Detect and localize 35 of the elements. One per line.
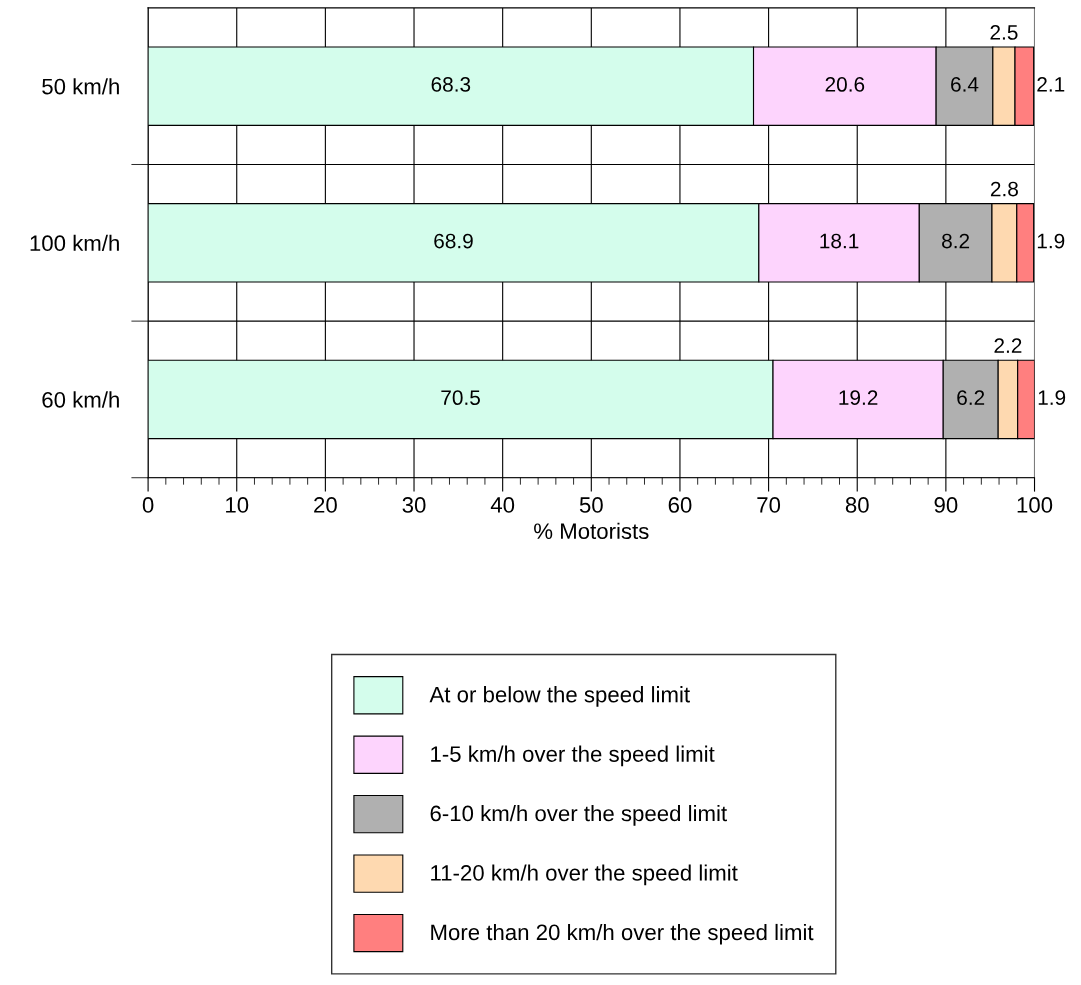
data-label: 2.1 [1037, 77, 1065, 92]
x-tick-label: 20 [314, 497, 337, 513]
x-tick-label: 40 [490, 497, 515, 513]
data-label: 2.2 [994, 338, 1022, 353]
legend-label: 6-10 km/h over the speed limit [430, 805, 727, 826]
data-label: 68.9 [434, 233, 473, 249]
data-label: 2.8 [990, 181, 1018, 197]
x-tick-label: 80 [845, 497, 869, 513]
data-label: 2.5 [990, 25, 1018, 40]
x-tick-label: 10 [226, 497, 249, 513]
data-label: 70.5 [441, 390, 480, 406]
x-tick-label: 50 [579, 497, 603, 513]
data-label: 6.2 [957, 390, 985, 406]
x-tick-label: 0 [142, 497, 154, 513]
data-label: 8.2 [942, 233, 970, 249]
legend-label: 1-5 km/h over the speed limit [431, 745, 715, 767]
y-tick-label: 60 km/h [42, 391, 119, 408]
x-tick-label: 60 [668, 497, 692, 513]
x-tick-label: 30 [402, 497, 426, 513]
x-tick-label: 90 [934, 497, 958, 513]
y-tick-label: 100 km/h [30, 234, 119, 252]
data-label: 6.4 [951, 77, 979, 92]
x-axis-title: % Motorists [534, 522, 649, 540]
x-tick-label: 100 [1017, 497, 1053, 513]
legend-label: More than 20 km/h over the speed limit [431, 923, 814, 945]
data-label: 19.2 [839, 390, 878, 406]
legend-label: 11-20 km/h over the speed limit [431, 864, 738, 886]
data-label: 68.3 [431, 77, 471, 92]
legend-label: At or below the speed limit [429, 686, 690, 707]
y-tick-label: 50 km/h [42, 78, 119, 95]
data-label: 1.9 [1037, 233, 1065, 249]
data-label: 1.9 [1038, 390, 1066, 406]
x-tick-label: 70 [757, 497, 781, 513]
data-label: 20.6 [825, 77, 865, 92]
data-label: 18.1 [820, 233, 859, 249]
